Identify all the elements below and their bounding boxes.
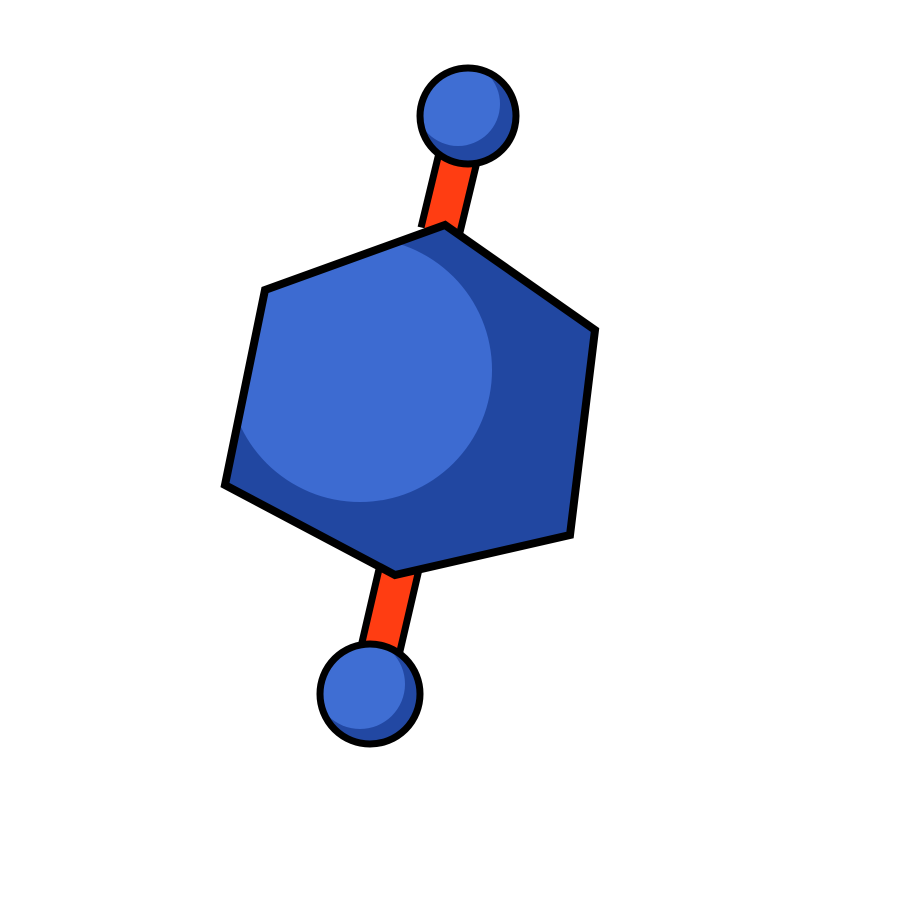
hexagon-body — [220, 220, 600, 580]
bottom-atom — [316, 640, 424, 748]
top-atom — [416, 64, 520, 168]
bottom-atom-highlight — [320, 644, 405, 729]
hexagon-highlight — [228, 238, 492, 502]
